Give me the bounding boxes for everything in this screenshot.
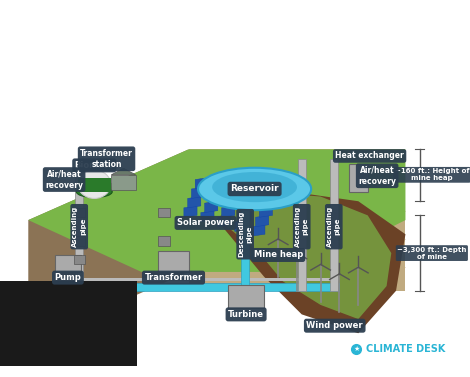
Text: Ascending
pipe: Ascending pipe: [72, 206, 86, 247]
Text: Mine heap: Mine heap: [253, 250, 303, 259]
Text: Solar power: Solar power: [177, 218, 234, 227]
Polygon shape: [252, 225, 265, 236]
Polygon shape: [246, 192, 259, 203]
Polygon shape: [217, 192, 406, 333]
Polygon shape: [204, 201, 218, 213]
Polygon shape: [221, 206, 235, 217]
Bar: [111, 175, 136, 190]
Polygon shape: [256, 215, 269, 227]
Bar: [349, 164, 368, 192]
Polygon shape: [191, 187, 204, 198]
Bar: [158, 208, 170, 217]
Polygon shape: [28, 149, 188, 343]
Polygon shape: [243, 201, 256, 213]
Text: ~3,300 ft.: Depth
of mine: ~3,300 ft.: Depth of mine: [397, 247, 467, 260]
Polygon shape: [184, 206, 197, 217]
Polygon shape: [195, 178, 208, 189]
Bar: [75, 277, 339, 281]
Polygon shape: [28, 149, 406, 272]
Text: Ascending
pipe: Ascending pipe: [327, 206, 341, 247]
Ellipse shape: [77, 186, 112, 198]
Bar: [242, 187, 249, 291]
Bar: [158, 251, 188, 272]
Ellipse shape: [198, 168, 311, 210]
Text: Heat exchanger: Heat exchanger: [335, 152, 404, 161]
Polygon shape: [259, 206, 273, 217]
Polygon shape: [188, 149, 406, 291]
Text: CLIMATE DESK: CLIMATE DESK: [366, 344, 445, 354]
Text: Descending
pipe: Descending pipe: [238, 211, 252, 257]
Ellipse shape: [212, 172, 297, 202]
Bar: [73, 208, 85, 217]
Bar: [228, 285, 264, 308]
Polygon shape: [188, 196, 201, 208]
Polygon shape: [235, 220, 248, 231]
Polygon shape: [212, 182, 225, 194]
Text: Biomass: Biomass: [75, 161, 114, 170]
Text: Transformer
station: Transformer station: [80, 149, 133, 169]
Bar: [55, 255, 81, 272]
Polygon shape: [111, 168, 136, 175]
Polygon shape: [208, 192, 221, 203]
Bar: [298, 159, 306, 291]
Bar: [158, 236, 170, 245]
Text: Pump: Pump: [55, 273, 81, 282]
Polygon shape: [201, 211, 214, 222]
Polygon shape: [239, 211, 252, 222]
Text: Air/heat
recovery: Air/heat recovery: [358, 166, 396, 186]
Ellipse shape: [78, 170, 111, 198]
Text: Wind power: Wind power: [306, 321, 363, 330]
Text: Transformer: Transformer: [144, 273, 203, 282]
Polygon shape: [217, 192, 392, 319]
Text: ★: ★: [353, 346, 360, 352]
Polygon shape: [218, 215, 231, 227]
Polygon shape: [263, 196, 276, 208]
Text: Reservoir: Reservoir: [230, 184, 279, 193]
Bar: [75, 159, 83, 291]
Text: ~160 ft.: Height of
mine heap: ~160 ft.: Height of mine heap: [395, 168, 469, 181]
Bar: [73, 255, 85, 264]
Polygon shape: [225, 196, 239, 208]
Text: Turbine: Turbine: [228, 310, 264, 319]
Bar: [330, 159, 337, 291]
Bar: [75, 283, 339, 291]
Bar: [0, 281, 137, 366]
Text: Air/heat
recovery: Air/heat recovery: [45, 170, 83, 190]
Bar: [78, 178, 111, 192]
Text: Ascending
pipe: Ascending pipe: [295, 206, 308, 247]
Bar: [73, 236, 85, 245]
Polygon shape: [229, 187, 243, 198]
